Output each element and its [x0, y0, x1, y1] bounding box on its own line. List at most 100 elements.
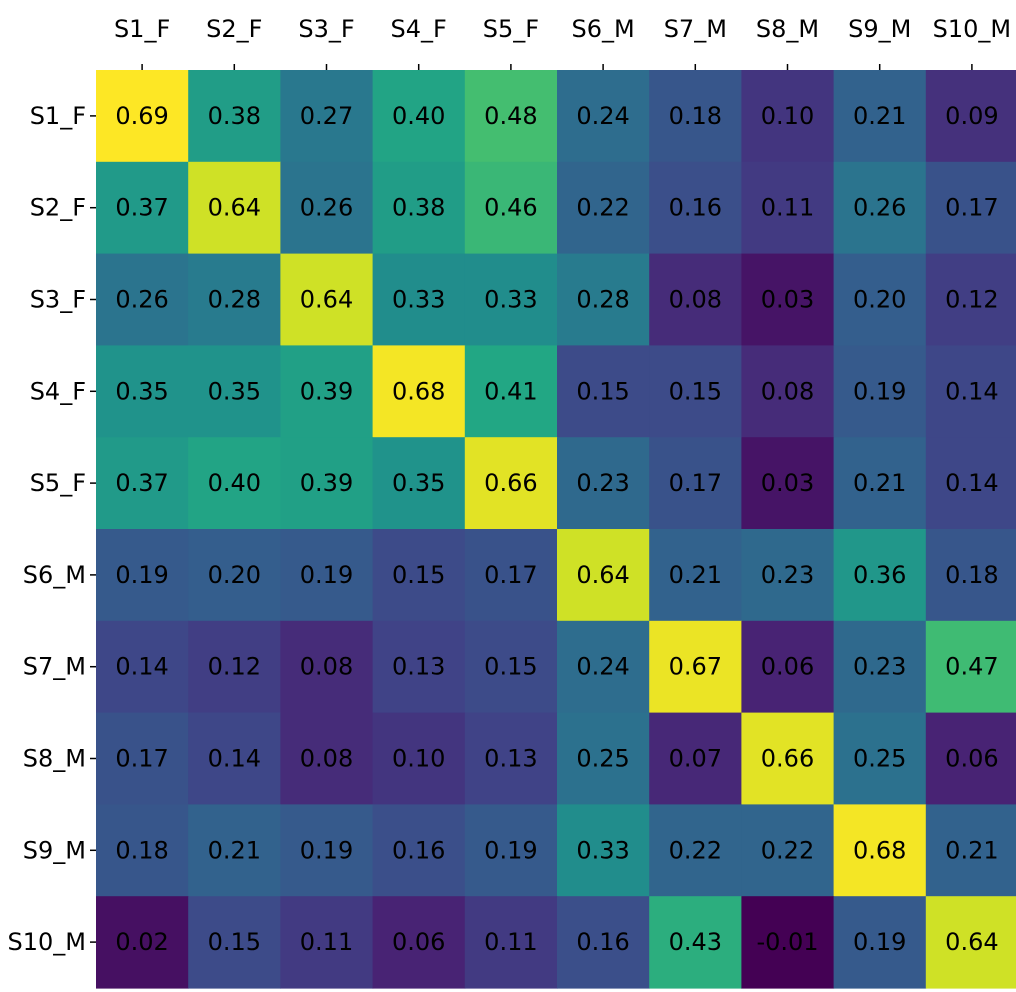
heatmap-cell [833, 712, 927, 805]
heatmap-cell-value: 0.20 [853, 286, 906, 314]
heatmap-cell-value: 0.35 [208, 377, 261, 405]
heatmap-cell-value: 0.19 [300, 561, 353, 589]
y-tick-label: S2_F [30, 194, 86, 222]
heatmap-cell-value: 0.33 [484, 286, 537, 314]
heatmap-cell [280, 253, 374, 346]
heatmap-cell-value: 0.23 [576, 469, 629, 497]
x-tick-label: S6_M [571, 15, 634, 43]
heatmap-cell-value: 0.08 [300, 745, 353, 773]
heatmap-cell [188, 620, 281, 714]
heatmap-cell [96, 253, 189, 346]
heatmap-cell [188, 437, 281, 530]
heatmap-cell [649, 161, 742, 255]
heatmap-cell [188, 70, 281, 163]
heatmap-cell-value: 0.39 [300, 469, 353, 497]
heatmap-cell [649, 804, 742, 897]
heatmap-cell-value: 0.17 [945, 194, 998, 222]
heatmap-cell-value: 0.26 [115, 286, 168, 314]
heatmap-cell [280, 712, 374, 805]
heatmap-cell-value: 0.08 [300, 653, 353, 681]
heatmap-cell-value: 0.21 [945, 836, 998, 864]
heatmap-cell-value: 0.23 [853, 653, 906, 681]
heatmap-cell [96, 437, 189, 530]
heatmap-cell [925, 896, 1016, 989]
heatmap-cell [649, 345, 742, 438]
heatmap-cell [557, 161, 650, 255]
heatmap-cell [833, 804, 927, 897]
heatmap-cells [96, 70, 1016, 989]
heatmap-cell [557, 896, 650, 989]
heatmap-cell [925, 437, 1016, 530]
heatmap-cell [557, 712, 650, 805]
heatmap-cell-value: 0.41 [484, 377, 537, 405]
heatmap-cell-value: 0.11 [761, 194, 814, 222]
heatmap-cell-value: 0.16 [669, 194, 722, 222]
heatmap-cell-value: 0.12 [945, 286, 998, 314]
heatmap-cell [96, 161, 189, 255]
heatmap-cell [280, 161, 374, 255]
heatmap-cell-value: 0.19 [853, 928, 906, 956]
heatmap-cell-value: 0.15 [208, 928, 261, 956]
y-axis-ticks: S1_F S2_F S3_F S4_F S5_F S6_M S7_M S8_M S9_M S10_… [8, 102, 96, 956]
x-tick-label: S1_F [114, 15, 170, 43]
heatmap-cell [372, 161, 466, 255]
heatmap-cell [557, 529, 650, 622]
heatmap-cell [372, 620, 466, 714]
heatmap-cell-value: 0.24 [576, 102, 629, 130]
heatmap-cell-value: 0.40 [208, 469, 261, 497]
heatmap-cell [925, 804, 1016, 897]
heatmap-cell-value: 0.68 [853, 836, 906, 864]
heatmap-cell-value: 0.06 [945, 745, 998, 773]
x-tick-label: S7_M [664, 15, 727, 43]
heatmap-cell [741, 712, 835, 805]
heatmap-cell [188, 345, 281, 438]
heatmap-cell [741, 620, 835, 714]
x-tick-label: S5_F [483, 15, 539, 43]
heatmap-cell [649, 529, 742, 622]
heatmap-cell-value: 0.35 [115, 377, 168, 405]
heatmap-cell-value: 0.15 [392, 561, 445, 589]
y-tick-label: S8_M [23, 745, 86, 773]
heatmap-cell-value: 0.16 [392, 836, 445, 864]
heatmap-cell [741, 437, 835, 530]
heatmap-cell-value: 0.64 [576, 561, 629, 589]
heatmap-cell-value: 0.48 [484, 102, 537, 130]
heatmap-cell [741, 345, 835, 438]
heatmap-cell-value: 0.64 [945, 928, 998, 956]
x-tick-label: S3_F [298, 15, 354, 43]
heatmap-cell [188, 529, 281, 622]
heatmap-cell-value: 0.68 [392, 377, 445, 405]
heatmap-cell [280, 437, 374, 530]
heatmap-cell [280, 804, 374, 897]
heatmap-cell-value: 0.35 [392, 469, 445, 497]
heatmap-cell-value: 0.18 [669, 102, 722, 130]
heatmap-cell [280, 529, 374, 622]
heatmap-cell-value: 0.22 [761, 836, 814, 864]
heatmap-cell [96, 70, 189, 163]
heatmap-cell [464, 253, 558, 346]
heatmap-cell [280, 896, 374, 989]
heatmap-cell [96, 529, 189, 622]
heatmap-cell [925, 253, 1016, 346]
heatmap-cell [649, 70, 742, 163]
heatmap-cell [833, 70, 927, 163]
heatmap-cell-value: 0.19 [484, 836, 537, 864]
heatmap-cell [464, 70, 558, 163]
heatmap-cell [649, 620, 742, 714]
heatmap-cell [833, 896, 927, 989]
heatmap-cell [280, 620, 374, 714]
heatmap-cell-value: 0.17 [115, 745, 168, 773]
heatmap-cell-value: 0.10 [761, 102, 814, 130]
heatmap-cell-value: 0.02 [115, 928, 168, 956]
y-tick-label: S10_M [8, 928, 86, 956]
heatmap-cell [557, 70, 650, 163]
heatmap-cell [280, 345, 374, 438]
heatmap-cell-value: 0.08 [761, 377, 814, 405]
heatmap-cell [557, 804, 650, 897]
heatmap-cell-value: 0.39 [300, 377, 353, 405]
heatmap-cell-value: 0.24 [576, 653, 629, 681]
heatmap-cell [464, 620, 558, 714]
heatmap-cell-value: 0.12 [208, 653, 261, 681]
y-tick-label: S3_F [30, 286, 86, 314]
x-tick-label: S10_M [933, 15, 1011, 43]
